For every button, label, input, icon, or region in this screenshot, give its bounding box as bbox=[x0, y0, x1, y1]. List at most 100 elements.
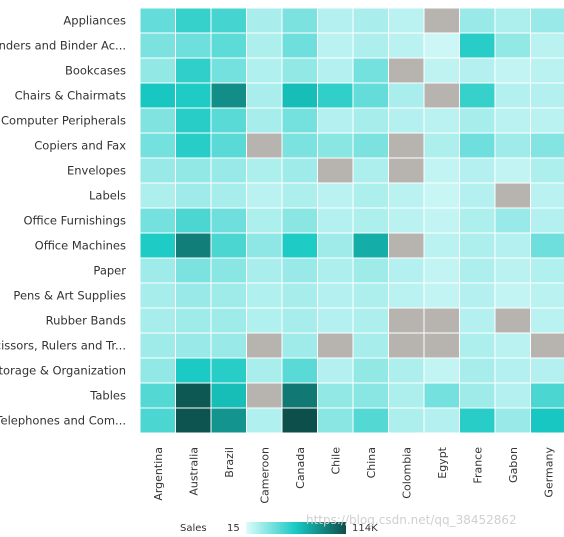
heatmap-cell bbox=[210, 107, 247, 134]
color-legend: Sales 15 114K bbox=[180, 522, 378, 534]
column-label: Australia bbox=[187, 447, 200, 496]
heatmap-cell bbox=[210, 407, 247, 434]
heatmap-cell bbox=[281, 332, 318, 359]
heatmap-cell bbox=[423, 107, 460, 134]
heatmap-cell bbox=[175, 82, 212, 109]
heatmap-cell bbox=[494, 132, 531, 159]
heatmap-cell bbox=[459, 332, 496, 359]
heatmap-cell bbox=[423, 382, 460, 409]
heatmap-cell bbox=[317, 32, 354, 59]
heatmap-cell bbox=[175, 357, 212, 384]
heatmap-cell bbox=[175, 332, 212, 359]
heatmap-cell bbox=[317, 7, 354, 34]
heatmap-cell bbox=[317, 232, 354, 259]
column-label: Gabon bbox=[507, 447, 520, 483]
row-label: Tables bbox=[89, 389, 126, 403]
heatmap-cell bbox=[246, 157, 283, 184]
heatmap-cell bbox=[281, 107, 318, 134]
heatmap-cell bbox=[175, 57, 212, 84]
heatmap-cell bbox=[317, 282, 354, 309]
heatmap-cell bbox=[494, 32, 531, 59]
heatmap-cell bbox=[317, 207, 354, 234]
heatmap-cell bbox=[281, 157, 318, 184]
heatmap-cell bbox=[139, 7, 176, 34]
heatmap-cell bbox=[388, 32, 425, 59]
heatmap-cell bbox=[352, 182, 389, 209]
heatmap-cell bbox=[281, 382, 318, 409]
heatmap-cell bbox=[459, 282, 496, 309]
heatmap-cell bbox=[388, 157, 425, 184]
heatmap-cell bbox=[210, 282, 247, 309]
heatmap-cell bbox=[139, 32, 176, 59]
heatmap-cell bbox=[175, 232, 212, 259]
heatmap-cell bbox=[246, 232, 283, 259]
heatmap-cell bbox=[139, 132, 176, 159]
heatmap-cell bbox=[494, 407, 531, 434]
heatmap-cell bbox=[210, 382, 247, 409]
heatmap-cell bbox=[281, 232, 318, 259]
heatmap-cell bbox=[494, 207, 531, 234]
heatmap-cell bbox=[139, 82, 176, 109]
heatmap-cell bbox=[423, 32, 460, 59]
heatmap-cell bbox=[388, 257, 425, 284]
heatmap-cell bbox=[494, 257, 531, 284]
heatmap-cell bbox=[494, 107, 531, 134]
column-label: Argentina bbox=[152, 447, 165, 501]
heatmap-cell bbox=[139, 182, 176, 209]
heatmap-cell bbox=[246, 307, 283, 334]
heatmap-cell bbox=[459, 7, 496, 34]
heatmap-cell bbox=[352, 307, 389, 334]
row-label: Office Furnishings bbox=[23, 214, 126, 228]
heatmap-cell bbox=[388, 82, 425, 109]
heatmap-cell bbox=[281, 182, 318, 209]
heatmap-cell bbox=[423, 257, 460, 284]
heatmap-cell bbox=[388, 107, 425, 134]
column-label: Brazil bbox=[223, 447, 236, 478]
heatmap-cell bbox=[246, 382, 283, 409]
heatmap-cell bbox=[530, 7, 564, 34]
column-label: Cameroon bbox=[258, 447, 271, 504]
legend-min-label: 15 bbox=[227, 523, 240, 534]
heatmap-cell bbox=[175, 7, 212, 34]
heatmap-cell bbox=[423, 357, 460, 384]
heatmap-cell bbox=[175, 32, 212, 59]
heatmap-cell bbox=[423, 282, 460, 309]
heatmap-cell bbox=[281, 132, 318, 159]
heatmap-cell bbox=[317, 157, 354, 184]
heatmap-cell bbox=[494, 382, 531, 409]
heatmap-cell bbox=[281, 82, 318, 109]
heatmap-cell bbox=[175, 407, 212, 434]
heatmap-cell bbox=[459, 32, 496, 59]
heatmap-cell bbox=[352, 107, 389, 134]
heatmap-cell bbox=[530, 257, 564, 284]
heatmap-cell bbox=[388, 332, 425, 359]
heatmap-cell bbox=[139, 282, 176, 309]
heatmap-cell bbox=[281, 257, 318, 284]
heatmap-cell bbox=[423, 82, 460, 109]
heatmap-cell bbox=[281, 357, 318, 384]
heatmap-cell bbox=[530, 207, 564, 234]
heatmap-cell bbox=[139, 407, 176, 434]
heatmap-cell bbox=[246, 182, 283, 209]
heatmap-cell bbox=[530, 57, 564, 84]
heatmap-cell bbox=[175, 307, 212, 334]
row-label: Labels bbox=[89, 189, 126, 203]
heatmap-cell bbox=[459, 382, 496, 409]
heatmap-cell bbox=[388, 182, 425, 209]
heatmap-cell bbox=[388, 382, 425, 409]
column-label: Colombia bbox=[400, 447, 413, 499]
heatmap-cell bbox=[139, 207, 176, 234]
heatmap-cell bbox=[494, 82, 531, 109]
heatmap-cell bbox=[352, 207, 389, 234]
legend-title: Sales bbox=[180, 523, 207, 534]
heatmap-cell bbox=[530, 132, 564, 159]
heatmap-cell bbox=[139, 382, 176, 409]
heatmap-cell bbox=[246, 207, 283, 234]
heatmap-cell bbox=[530, 332, 564, 359]
heatmap-cell bbox=[317, 382, 354, 409]
heatmap-cell bbox=[530, 32, 564, 59]
heatmap-cell bbox=[352, 7, 389, 34]
heatmap-cell bbox=[388, 132, 425, 159]
heatmap-cell bbox=[210, 207, 247, 234]
column-label: Canada bbox=[294, 447, 307, 489]
